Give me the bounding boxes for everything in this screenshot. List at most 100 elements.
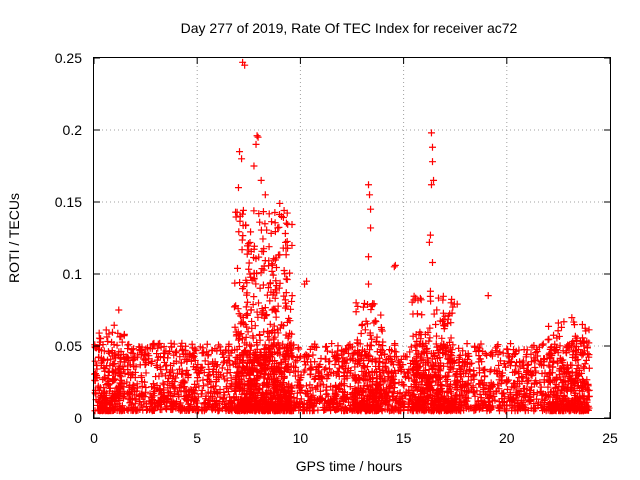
data-point (378, 394, 386, 402)
data-point (120, 380, 128, 388)
data-point (522, 370, 530, 378)
data-point (292, 363, 300, 371)
data-point (368, 378, 376, 386)
x-tick-label: 5 (193, 430, 201, 446)
data-point (427, 297, 435, 305)
data-point (268, 261, 276, 269)
data-point (585, 339, 593, 347)
data-point (148, 398, 156, 406)
data-point (418, 342, 426, 350)
data-point (373, 333, 381, 341)
data-point (481, 373, 489, 381)
data-point (469, 383, 477, 391)
data-point (91, 357, 99, 365)
data-point (335, 364, 343, 372)
data-point (521, 384, 529, 392)
data-point (216, 343, 224, 351)
data-point (504, 350, 512, 358)
data-point (200, 399, 208, 407)
data-point (455, 362, 463, 370)
data-point (322, 343, 330, 351)
data-point (183, 366, 191, 374)
data-point (123, 353, 131, 361)
data-point (95, 353, 103, 361)
data-point (218, 350, 226, 358)
data-point (146, 344, 154, 352)
y-tick-label: 0.1 (63, 266, 83, 282)
data-point (272, 308, 280, 316)
data-point (259, 381, 267, 389)
data-point (551, 391, 559, 399)
data-point (116, 407, 124, 415)
data-point (538, 341, 546, 349)
data-point (403, 353, 411, 361)
data-point (136, 392, 144, 400)
data-point (331, 395, 339, 403)
data-point (328, 348, 336, 356)
data-point (544, 383, 552, 391)
data-point (381, 350, 389, 358)
data-point (460, 369, 468, 377)
data-point (104, 338, 112, 346)
data-point (212, 397, 220, 405)
data-point (170, 351, 178, 359)
data-point (249, 385, 257, 393)
data-point (252, 397, 260, 405)
data-point (169, 400, 177, 408)
data-point (126, 399, 134, 407)
data-point (258, 405, 266, 413)
data-point (581, 324, 589, 332)
data-point-peak (252, 140, 260, 148)
data-point (201, 357, 209, 365)
data-point (384, 356, 392, 364)
data-point (342, 364, 350, 372)
data-point (239, 206, 247, 214)
data-point (306, 381, 314, 389)
data-point (444, 347, 452, 355)
data-point (220, 349, 228, 357)
data-point (131, 374, 139, 382)
data-point (410, 402, 418, 410)
data-point (280, 322, 288, 330)
data-point (149, 396, 157, 404)
data-point (231, 385, 239, 393)
data-point (494, 341, 502, 349)
data-point (416, 362, 424, 370)
data-point (160, 343, 168, 351)
data-point (294, 378, 302, 386)
y-tick-label: 0.25 (55, 50, 82, 66)
data-point (343, 394, 351, 402)
data-point (268, 306, 276, 314)
data-point-peak (254, 133, 262, 141)
data-point (146, 406, 154, 414)
data-point (109, 360, 117, 368)
data-point (231, 323, 239, 331)
data-point (273, 407, 281, 415)
data-point (500, 389, 508, 397)
data-point (285, 353, 293, 361)
data-point (476, 380, 484, 388)
data-point (487, 366, 495, 374)
data-point (366, 329, 374, 337)
data-point (530, 379, 538, 387)
data-point (359, 387, 367, 395)
data-point (255, 385, 263, 393)
data-point (566, 341, 574, 349)
data-point (332, 405, 340, 413)
data-point (155, 397, 163, 405)
data-point (268, 267, 276, 275)
data-point (249, 366, 257, 374)
data-point (231, 358, 239, 366)
data-point (124, 341, 132, 349)
data-point (190, 390, 198, 398)
data-point (340, 380, 348, 388)
data-point (530, 389, 538, 397)
y-tick-label: 0.2 (63, 122, 83, 138)
data-point (413, 337, 421, 345)
data-point (100, 389, 108, 397)
data-point (377, 371, 385, 379)
data-point (419, 397, 427, 405)
data-point (581, 360, 589, 368)
data-point (261, 371, 269, 379)
data-point (505, 353, 513, 361)
